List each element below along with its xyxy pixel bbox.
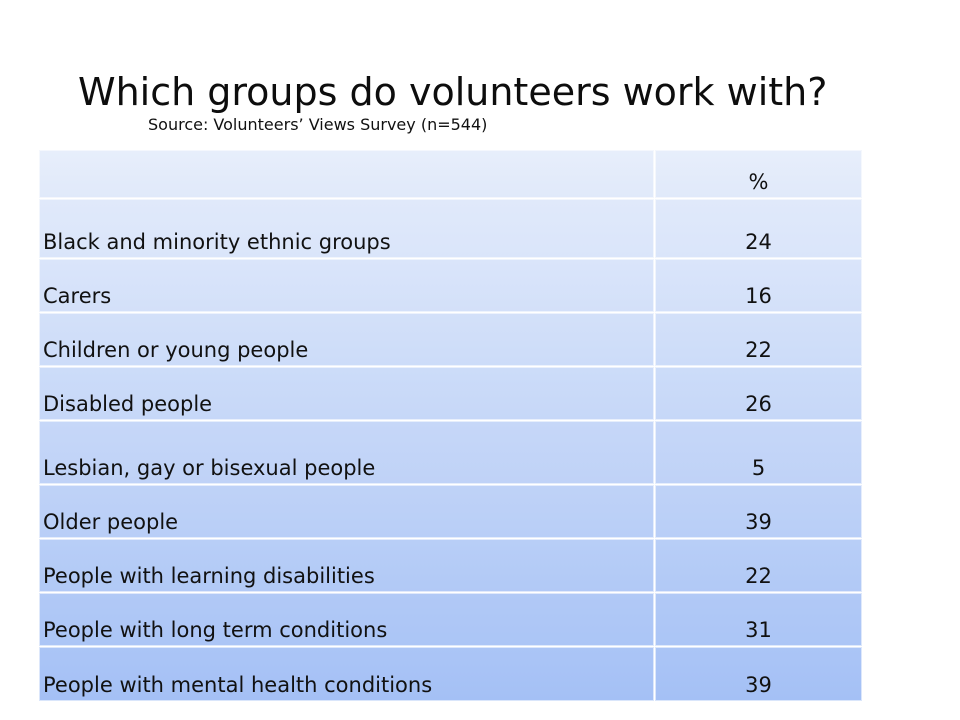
row-label-cell: People with learning disabilities	[38, 538, 655, 593]
row-value-cell: 31	[654, 592, 863, 647]
table-row: People with learning disabilities 22	[38, 538, 863, 593]
slide-title: Which groups do volunteers work with?	[78, 70, 828, 114]
row-label-cell: Black and minority ethnic groups	[38, 198, 655, 259]
table-row: Older people 39	[38, 484, 863, 539]
table-row: Lesbian, gay or bisexual people 5	[38, 420, 863, 485]
row-value-cell: 39	[654, 646, 863, 702]
row-label-cell: Carers	[38, 258, 655, 313]
table-row: Black and minority ethnic groups 24	[38, 198, 863, 259]
row-label-cell: People with mental health conditions	[38, 646, 655, 702]
row-value-cell: 5	[654, 420, 863, 485]
row-label-cell: People with long term conditions	[38, 592, 655, 647]
row-value-cell: 24	[654, 198, 863, 259]
slide-subtitle: Source: Volunteers’ Views Survey (n=544)	[148, 115, 488, 134]
table-header-row: %	[38, 149, 863, 199]
row-value-cell: 16	[654, 258, 863, 313]
row-label-cell: Children or young people	[38, 312, 655, 367]
header-label-cell	[38, 149, 655, 199]
row-label-cell: Older people	[38, 484, 655, 539]
table-row: People with long term conditions 31	[38, 592, 863, 647]
row-label-cell: Disabled people	[38, 366, 655, 421]
row-value-cell: 22	[654, 538, 863, 593]
row-value-cell: 22	[654, 312, 863, 367]
table-row: People with mental health conditions 39	[38, 646, 863, 702]
table-row: Carers 16	[38, 258, 863, 313]
row-value-cell: 26	[654, 366, 863, 421]
table-row: Disabled people 26	[38, 366, 863, 421]
row-value-cell: 39	[654, 484, 863, 539]
row-label-cell: Lesbian, gay or bisexual people	[38, 420, 655, 485]
data-table: % Black and minority ethnic groups 24 Care…	[38, 149, 863, 702]
table-row: Children or young people 22	[38, 312, 863, 367]
header-percent-cell: %	[654, 149, 863, 199]
